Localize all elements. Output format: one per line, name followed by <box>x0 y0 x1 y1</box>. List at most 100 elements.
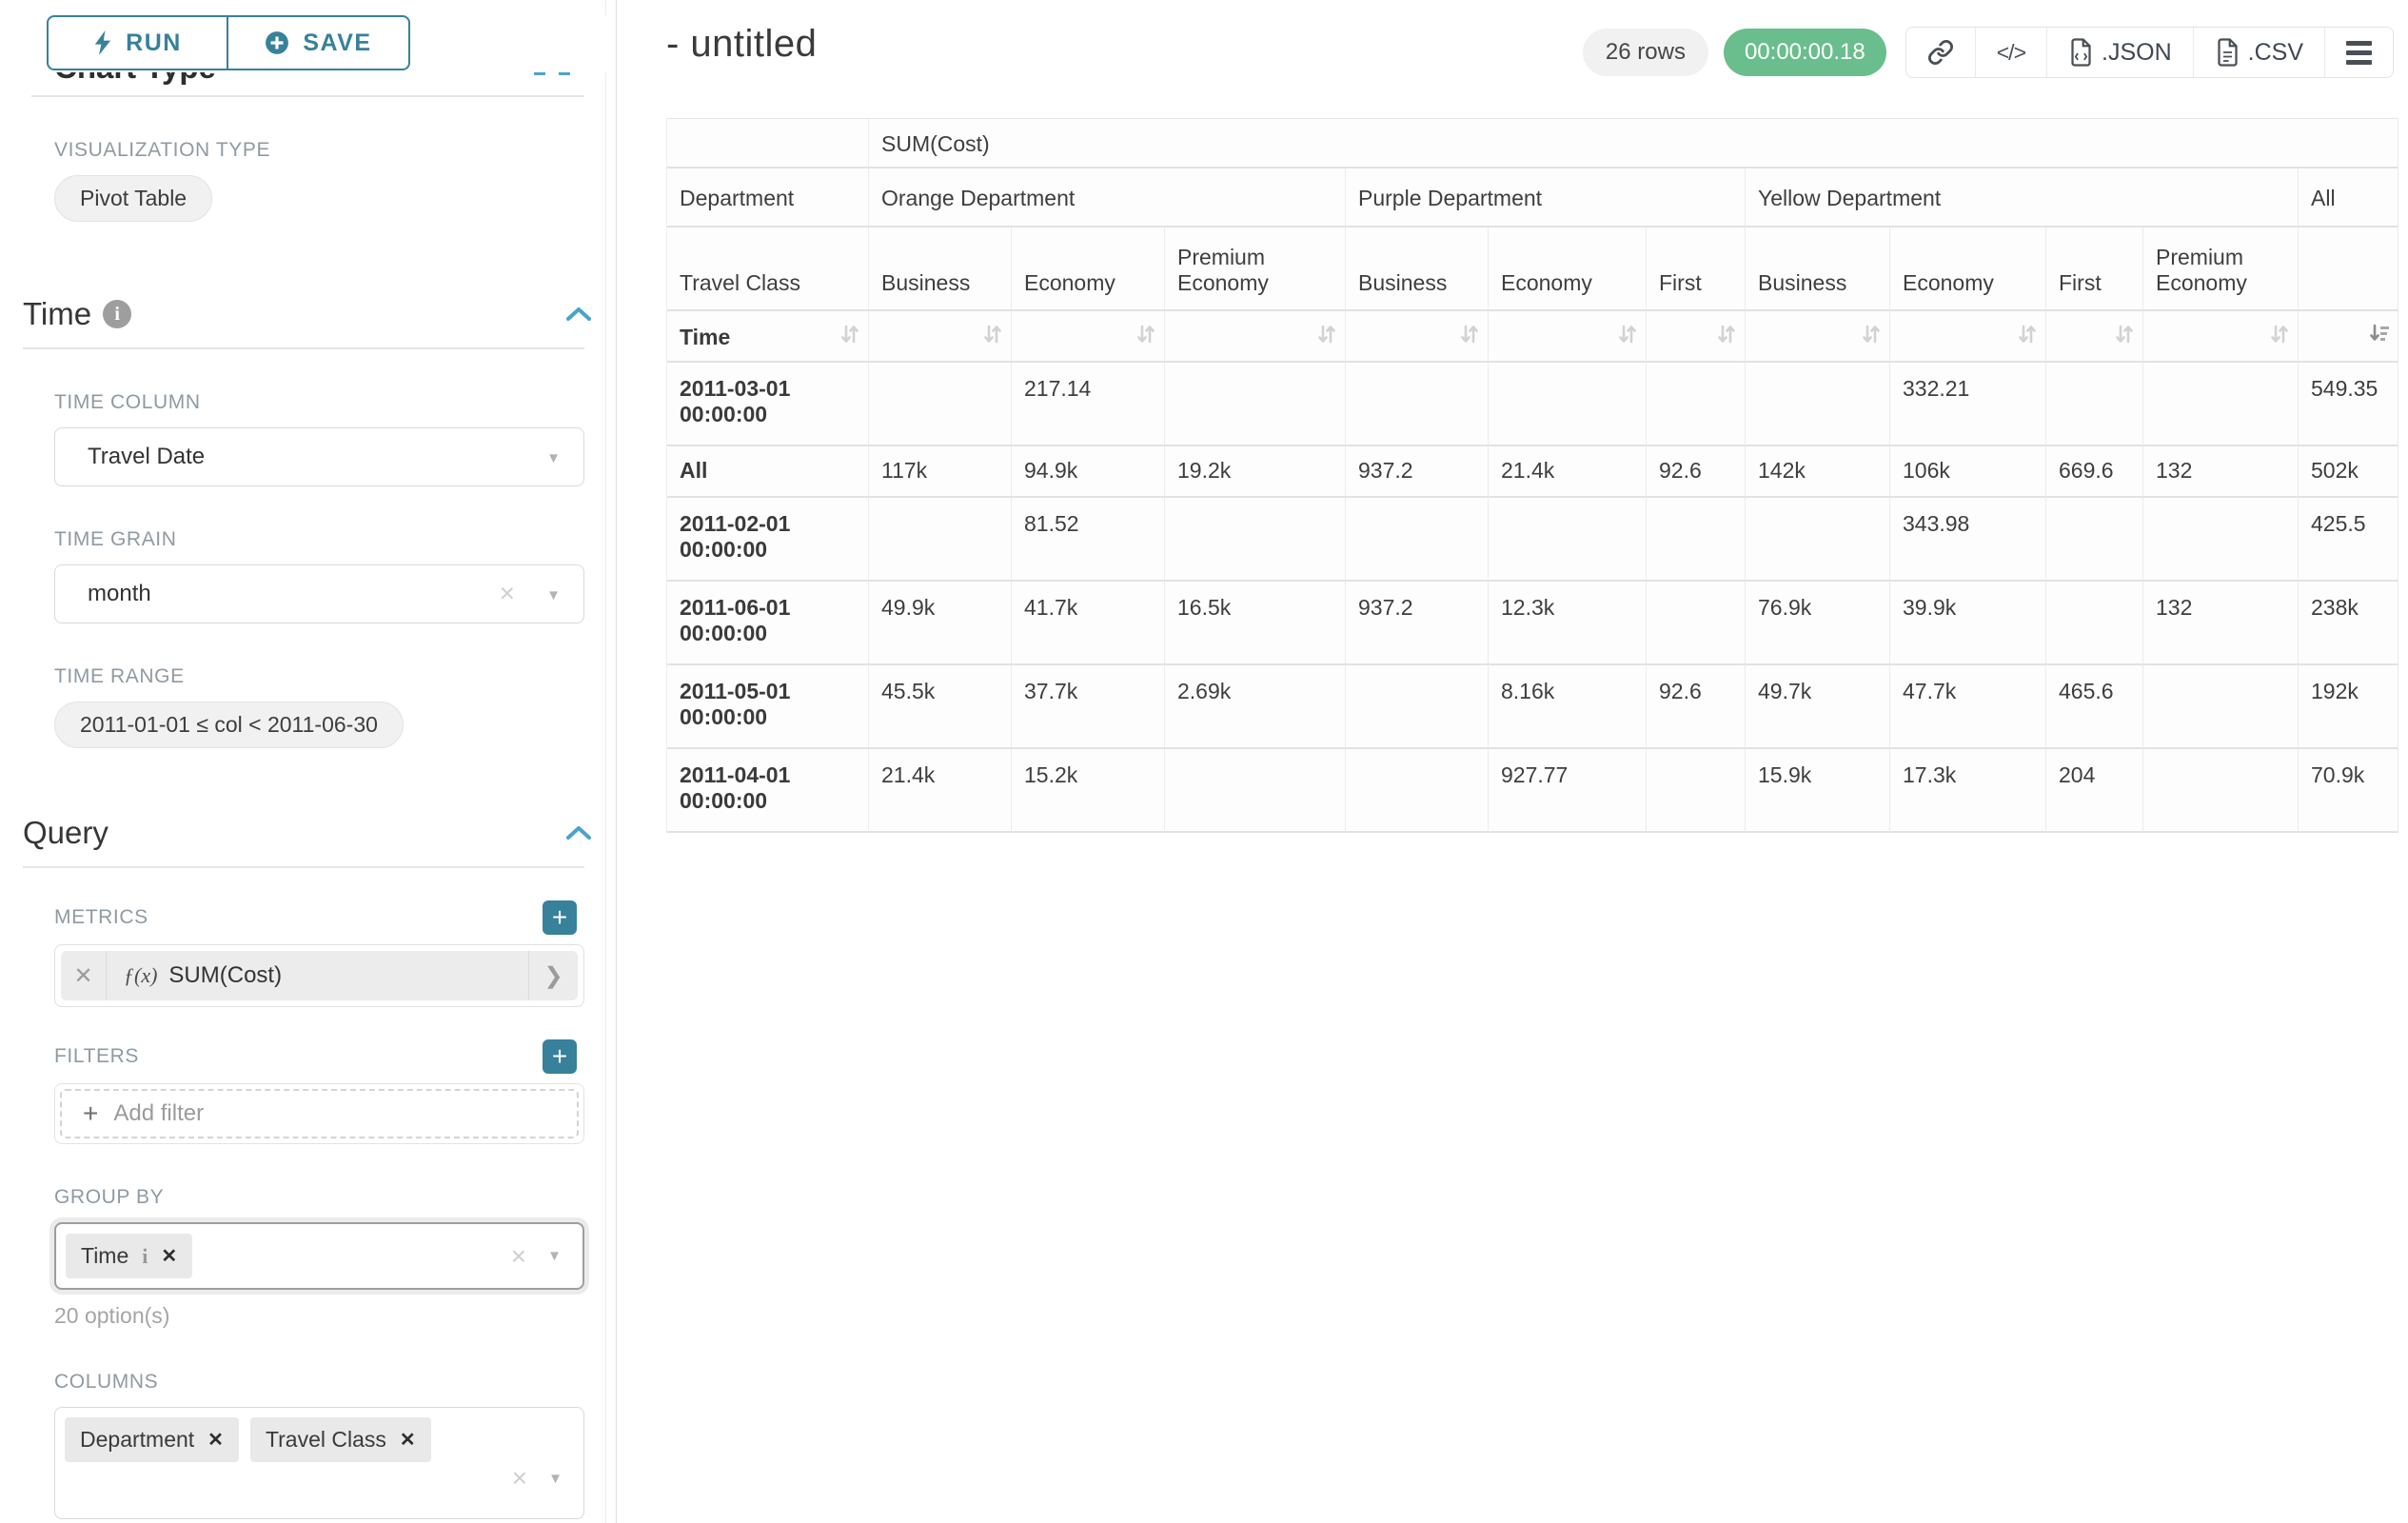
remove-metric-icon[interactable]: ✕ <box>61 951 107 1000</box>
sort-header-cell[interactable] <box>1746 311 1890 363</box>
share-link-button[interactable] <box>1905 28 1975 77</box>
travel-class-header[interactable]: Economy <box>1012 227 1165 311</box>
add-filter-button[interactable]: + Add filter <box>60 1089 579 1138</box>
sort-header-cell[interactable] <box>2299 311 2399 363</box>
clear-icon[interactable]: × <box>499 578 515 608</box>
travel-class-header[interactable]: Business <box>869 227 1012 311</box>
add-metric-button[interactable]: + <box>543 900 577 935</box>
sort-header-cell[interactable] <box>1346 311 1489 363</box>
menu-button[interactable] <box>2324 28 2393 77</box>
sort-header-cell[interactable] <box>869 311 1012 363</box>
time-section-header[interactable]: Time i <box>23 296 593 332</box>
group-by-value-pill[interactable]: Time i ✕ <box>66 1234 193 1278</box>
visualization-type-pill[interactable]: Pivot Table <box>54 175 213 222</box>
department-group-header[interactable]: Purple Department <box>1346 168 1746 227</box>
sort-icon[interactable] <box>1716 323 1737 351</box>
travel-class-header[interactable]: Economy <box>1890 227 2046 311</box>
sort-icon[interactable] <box>1135 323 1156 351</box>
sort-icon[interactable] <box>1459 323 1480 351</box>
group-by-options-hint: 20 option(s) <box>54 1303 170 1328</box>
chart-title[interactable]: - untitled <box>666 23 818 65</box>
value-cell: 92.6 <box>1647 665 1746 749</box>
sort-icon[interactable] <box>1316 323 1337 351</box>
sort-header-cell[interactable] <box>1012 311 1165 363</box>
department-group-header[interactable]: Orange Department <box>869 168 1346 227</box>
clear-icon[interactable]: × <box>511 1463 528 1493</box>
travel-class-header[interactable]: Business <box>1346 227 1489 311</box>
run-button-label: RUN <box>126 29 182 56</box>
hamburger-icon <box>2346 40 2372 65</box>
travel-class-header[interactable]: First <box>2046 227 2143 311</box>
sort-header-cell[interactable] <box>2143 311 2299 363</box>
metric-pill[interactable]: ✕ ƒ(x) SUM(Cost) ❯ <box>61 951 578 1000</box>
sort-icon[interactable] <box>2114 323 2135 351</box>
caret-down-icon[interactable]: ▼ <box>548 1470 563 1487</box>
export-toolbar: </> .JSON .CSV <box>1905 27 2394 78</box>
caret-down-icon: ▼ <box>546 586 561 603</box>
time-grain-label: TIME GRAIN <box>54 528 177 550</box>
col-group-label-cell: Department <box>667 168 869 227</box>
travel-class-header[interactable]: First <box>1647 227 1746 311</box>
value-cell: 12.3k <box>1489 582 1647 665</box>
sort-icon[interactable] <box>839 323 860 351</box>
fx-icon: ƒ(x) <box>124 963 158 987</box>
caret-down-icon[interactable]: ▼ <box>547 1248 562 1264</box>
chevron-up-icon[interactable] <box>564 824 593 841</box>
sort-header-cell[interactable] <box>1489 311 1647 363</box>
chevron-right-icon[interactable]: ❯ <box>528 951 578 1000</box>
remove-icon[interactable]: ✕ <box>399 1430 416 1451</box>
group-by-value-pill-label: Time <box>81 1243 129 1268</box>
sort-icon[interactable] <box>1617 323 1638 351</box>
sort-header-cell[interactable] <box>1165 311 1346 363</box>
view-query-button[interactable]: </> <box>1974 28 2047 77</box>
add-filter-plus-button[interactable]: + <box>543 1039 577 1074</box>
value-cell: 15.2k <box>1012 749 1165 833</box>
travel-class-header[interactable]: Premium Economy <box>2143 227 2299 311</box>
travel-class-header[interactable]: Premium Economy <box>1165 227 1346 311</box>
value-cell: 549.35 <box>2299 363 2399 446</box>
travel-class-header[interactable]: Business <box>1746 227 1890 311</box>
columns-select[interactable]: Department ✕ Travel Class ✕ × ▼ <box>54 1407 584 1519</box>
value-cell: 192k <box>2299 665 2399 749</box>
value-cell <box>1647 363 1746 446</box>
sort-icon[interactable] <box>982 323 1003 351</box>
time-column-select[interactable]: Travel Date ▼ <box>54 427 584 486</box>
travel-class-header[interactable]: Economy <box>1489 227 1647 311</box>
save-button[interactable]: SAVE <box>228 15 410 70</box>
time-range-label: TIME RANGE <box>54 665 185 687</box>
chevron-up-icon[interactable] <box>564 306 593 323</box>
query-section-header[interactable]: Query <box>23 815 593 851</box>
sort-icon[interactable] <box>2017 323 2038 351</box>
department-group-header[interactable]: All <box>2299 168 2399 227</box>
sort-icon[interactable] <box>1861 323 1882 351</box>
sort-icon[interactable] <box>2269 323 2290 351</box>
remove-icon[interactable]: ✕ <box>207 1430 224 1451</box>
group-by-label: GROUP BY <box>54 1186 165 1208</box>
columns-value-pill[interactable]: Travel Class ✕ <box>249 1417 431 1462</box>
time-grain-select[interactable]: month × ▼ <box>54 564 584 623</box>
table-row: 2011-05-01 00:00:00 45.5k 37.7k 2.69k 8.16k 9… <box>667 665 2399 749</box>
sort-header-cell[interactable] <box>1890 311 2046 363</box>
columns-value-pill[interactable]: Department ✕ <box>65 1417 239 1462</box>
divider <box>23 866 584 868</box>
export-json-button[interactable]: .JSON <box>2046 28 2193 77</box>
value-cell: 21.4k <box>1489 446 1647 498</box>
sort-descending-active-icon[interactable] <box>2369 323 2390 351</box>
value-cell: 21.4k <box>869 749 1012 833</box>
travel-class-header[interactable] <box>2299 227 2399 311</box>
export-csv-button[interactable]: .CSV <box>2192 28 2324 77</box>
metric-name: SUM(Cost) <box>168 962 283 988</box>
run-save-button-group: RUN SAVE <box>47 15 616 72</box>
value-cell: 76.9k <box>1746 582 1890 665</box>
remove-icon[interactable]: ✕ <box>161 1246 178 1267</box>
department-group-header[interactable]: Yellow Department <box>1746 168 2299 227</box>
value-cell: 8.16k <box>1489 665 1647 749</box>
clear-icon[interactable]: × <box>510 1240 527 1271</box>
group-by-select[interactable]: Time i ✕ × ▼ <box>54 1222 584 1290</box>
value-cell: 92.6 <box>1647 446 1746 498</box>
sort-header-cell[interactable] <box>2046 311 2143 363</box>
row-axis-header[interactable]: Time <box>667 311 869 363</box>
run-button[interactable]: RUN <box>47 15 228 70</box>
sort-header-cell[interactable] <box>1647 311 1746 363</box>
time-range-pill[interactable]: 2011-01-01 ≤ col < 2011-06-30 <box>54 702 404 748</box>
